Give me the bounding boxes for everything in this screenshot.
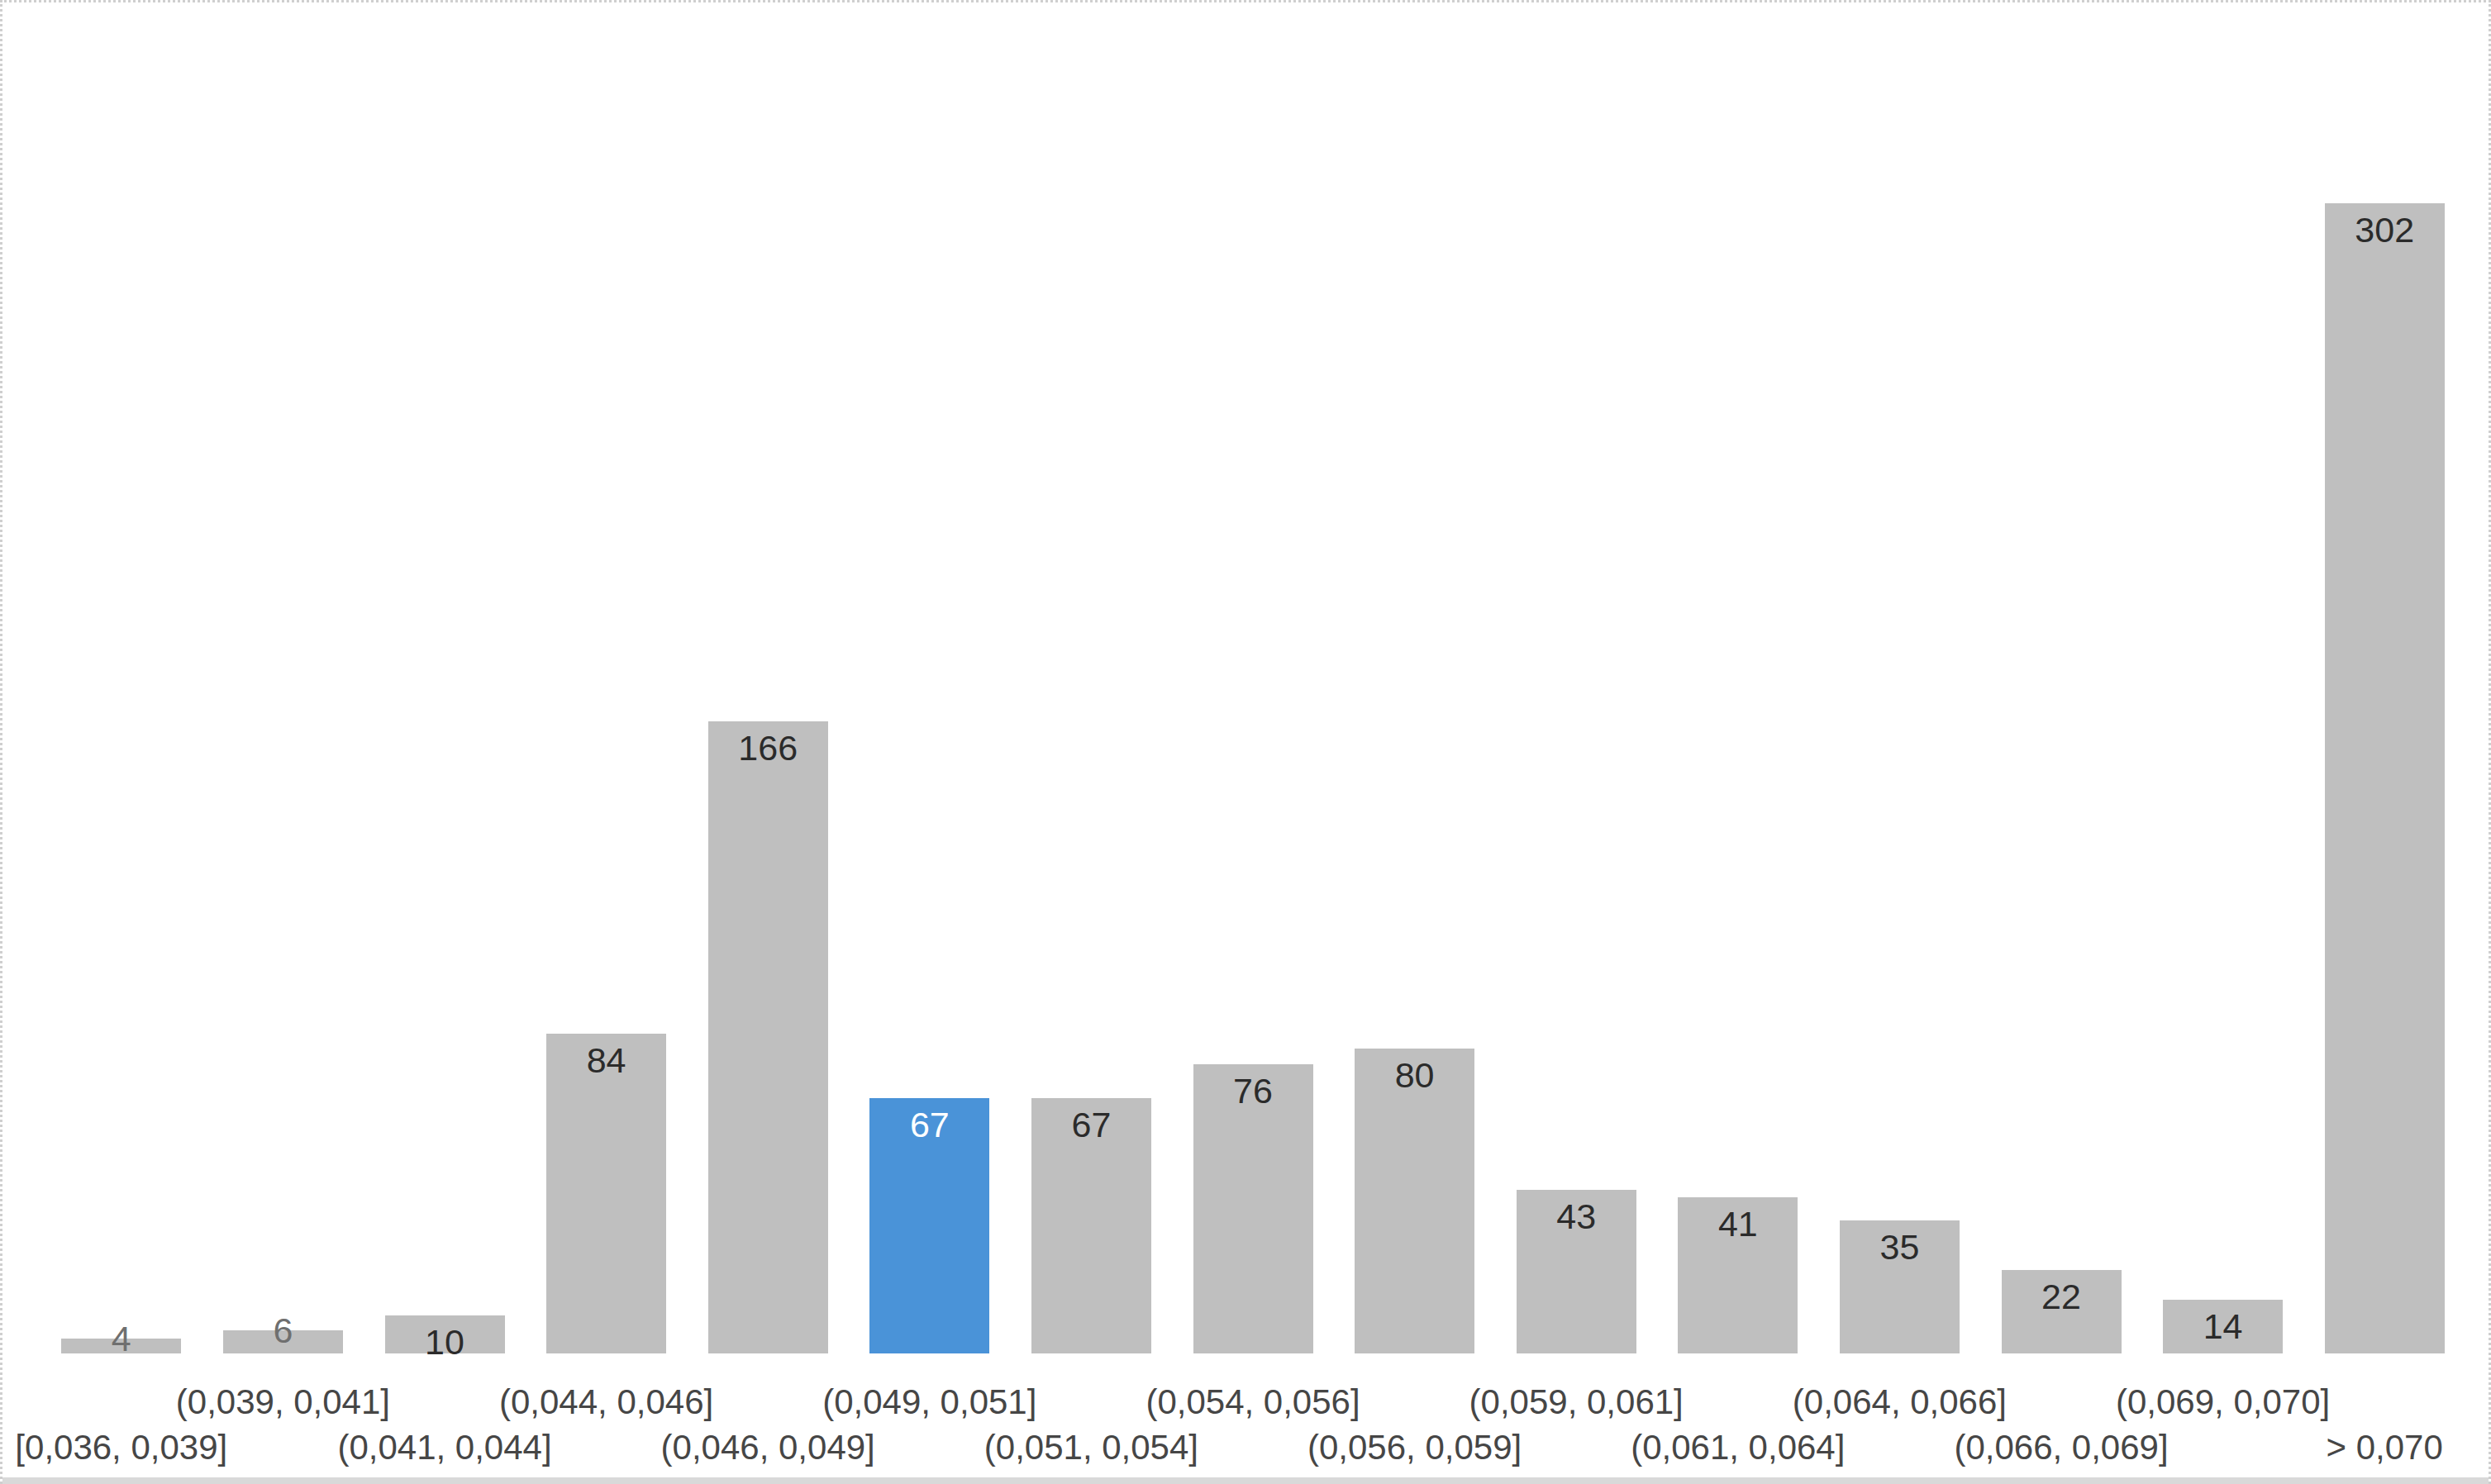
histogram-chart: 461084166676776804341352214302 [0,036, 0… [0, 0, 2491, 1484]
x-axis-bin-label: (0,046, 0,049] [661, 1426, 875, 1469]
x-axis-bin-label: (0,054, 0,056] [1145, 1381, 1360, 1424]
x-axis-bin-label: (0,061, 0,064] [1631, 1426, 1845, 1469]
x-axis-bin-label: [0,036, 0,039] [15, 1426, 227, 1469]
x-axis-bin-label: (0,059, 0,061] [1469, 1381, 1684, 1424]
x-axis-bin-label: (0,066, 0,069] [1954, 1426, 2168, 1469]
x-axis-bin-label: (0,044, 0,046] [499, 1381, 713, 1424]
x-axis-bin-label: (0,049, 0,051] [822, 1381, 1036, 1424]
x-axis-bin-label: (0,056, 0,059] [1307, 1426, 1522, 1469]
x-axis-bin-label: (0,039, 0,041] [176, 1381, 390, 1424]
x-axis-bin-label: (0,041, 0,044] [337, 1426, 551, 1469]
x-axis-bin-label: > 0,070 [2327, 1426, 2443, 1469]
x-axis-bin-label: (0,051, 0,054] [984, 1426, 1198, 1469]
x-axis: [0,036, 0,039](0,039, 0,041](0,041, 0,04… [2, 2, 2489, 1484]
x-axis-bin-label: (0,064, 0,066] [1793, 1381, 2007, 1424]
page-bottom-edge [2, 1477, 2489, 1484]
x-axis-bin-label: (0,069, 0,070] [2116, 1381, 2330, 1424]
